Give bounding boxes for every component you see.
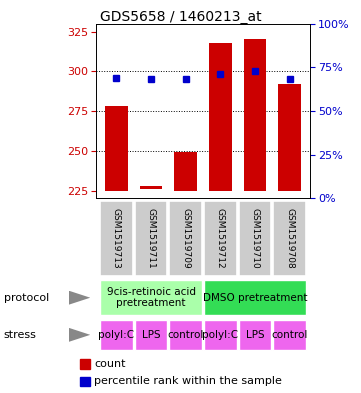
- Text: control: control: [168, 330, 204, 340]
- Text: 9cis-retinoic acid
pretreatment: 9cis-retinoic acid pretreatment: [106, 287, 196, 309]
- Text: DMSO pretreatment: DMSO pretreatment: [203, 293, 307, 303]
- Bar: [174, 152, 197, 191]
- Bar: [100, 201, 133, 276]
- Bar: [273, 201, 306, 276]
- Text: stress: stress: [4, 330, 36, 340]
- Bar: [135, 320, 168, 350]
- Text: LPS: LPS: [246, 330, 264, 340]
- Text: protocol: protocol: [4, 293, 49, 303]
- Text: GSM1519709: GSM1519709: [181, 208, 190, 269]
- Text: polyI:C: polyI:C: [99, 330, 135, 340]
- Bar: [204, 320, 237, 350]
- Polygon shape: [69, 328, 90, 342]
- Bar: [278, 84, 301, 191]
- Bar: [80, 359, 90, 369]
- Bar: [100, 320, 133, 350]
- Bar: [80, 376, 90, 386]
- Text: polyI:C: polyI:C: [202, 330, 239, 340]
- Text: GSM1519708: GSM1519708: [285, 208, 294, 269]
- Text: LPS: LPS: [142, 330, 160, 340]
- Bar: [273, 320, 306, 350]
- Bar: [105, 106, 128, 191]
- Bar: [244, 39, 266, 191]
- Text: control: control: [271, 330, 308, 340]
- Text: GSM1519713: GSM1519713: [112, 208, 121, 269]
- Text: GSM1519711: GSM1519711: [147, 208, 156, 269]
- Bar: [239, 320, 271, 350]
- Text: GSM1519712: GSM1519712: [216, 208, 225, 269]
- Bar: [100, 280, 202, 315]
- Bar: [204, 280, 306, 315]
- Text: GDS5658 / 1460213_at: GDS5658 / 1460213_at: [100, 10, 261, 24]
- Bar: [169, 320, 202, 350]
- Polygon shape: [69, 290, 90, 305]
- Bar: [135, 201, 168, 276]
- Bar: [204, 201, 237, 276]
- Bar: [239, 201, 271, 276]
- Bar: [169, 201, 202, 276]
- Text: GSM1519710: GSM1519710: [251, 208, 260, 269]
- Bar: [140, 186, 162, 189]
- Text: percentile rank within the sample: percentile rank within the sample: [94, 376, 282, 386]
- Bar: [209, 43, 232, 191]
- Text: count: count: [94, 359, 125, 369]
